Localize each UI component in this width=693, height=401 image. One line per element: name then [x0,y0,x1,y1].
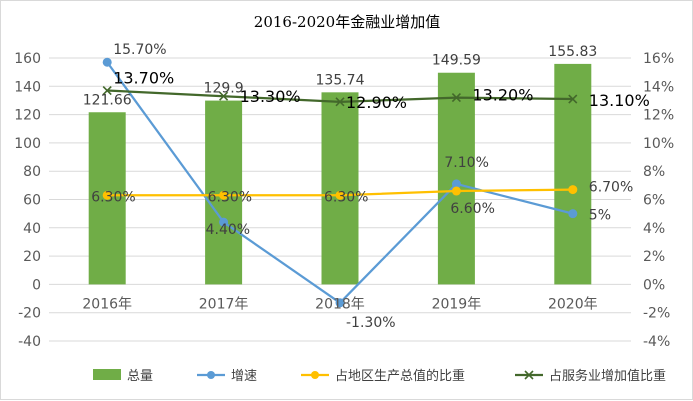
line-value-label: 13.30% [240,87,301,106]
bar-value-label: 149.59 [432,53,481,69]
line-value-label: -1.30% [346,315,396,331]
x-tick-label: 2018年 [315,296,365,312]
legend-marker [207,371,215,379]
x-tick-label: 2020年 [548,296,598,312]
line-layer [102,57,578,308]
line-value-label: 13.20% [472,86,533,105]
legend-marker [524,370,534,380]
y-right-tick-label: -2% [643,306,670,322]
bar-value-label: 129.9 [204,81,244,97]
line-marker [568,94,578,104]
line-marker [568,209,578,219]
y-right-tick-label: 2% [643,249,665,265]
line-marker [335,97,345,107]
line-marker [568,185,578,195]
line-value-label: 13.70% [113,69,174,88]
y-left-tick-label: 80 [23,164,41,180]
y-left-tick-label: -40 [18,334,41,350]
y-left-tick-label: 120 [14,108,41,124]
y-right-tick-label: 16% [643,51,674,67]
label-layer: 121.66 129.9 135.74 149.59 155.83 15.70% 4.40%… [83,42,650,331]
line-marker [219,217,229,227]
line-marker [335,190,345,200]
legend-label: 总量 [127,369,153,384]
line-marker [219,190,229,200]
bar-value-label: 135.74 [316,72,365,88]
x-tick-label: 2017年 [199,296,249,312]
line-value-label: 12.90% [346,93,407,112]
line-value-label: 7.10% [444,155,488,171]
legend-label: 占服务业增加值比重 [549,368,666,384]
line-value-label: 4.40% [206,222,250,238]
line-marker [102,57,112,67]
y-left-tick-label: 140 [14,79,41,95]
line-value-label: 6.30% [324,189,368,205]
y-right-tick-label: 8% [643,164,665,180]
line-marker [451,179,461,189]
y-left-tick-label: 160 [14,51,41,67]
bar-total [321,92,359,285]
y-left-tick-label: 20 [23,249,41,265]
y-right-tick-label: 10% [643,136,674,152]
line-value-label: 6.30% [208,189,252,205]
y-right-tick-label: 4% [643,221,665,237]
line-value-label: 6.70% [589,180,633,196]
y-right-tick-label: 14% [643,79,674,95]
bar-value-label: 121.66 [83,92,132,108]
line-marker [451,186,461,196]
y-left-tick-label: -20 [18,306,41,322]
y-left-tick-label: 0 [32,277,41,293]
legend-marker [311,371,319,379]
y-left-tick-label: 60 [23,193,41,209]
line-value-label: 15.70% [113,42,166,58]
x-tick-label: 2016年 [82,296,132,312]
y-right-tick-label: 6% [643,193,665,209]
y-left-tick-label: 100 [14,136,41,152]
line-marker [451,93,461,103]
legend-swatch [93,369,121,380]
line-value-label: 13.10% [589,91,650,110]
line-marker [219,91,229,101]
bar-value-label: 155.83 [548,44,597,60]
legend-label: 占地区生产总值的比重 [335,368,465,384]
y-right-tick-label: 0% [643,277,665,293]
line-value-label: 6.60% [450,201,494,217]
line-value-label: 5% [589,208,611,224]
bar-total [437,72,475,285]
axis-layer: -40 -20 0 20 40 60 80 100 120 140 160 -4% -2% 0% 2% 4% 6… [14,51,674,350]
line-marker [102,85,112,96]
line-marker [102,190,112,200]
y-left-tick-label: 40 [23,221,41,237]
legend-label: 增速 [231,369,257,384]
line-value-label: 6.30% [91,189,135,205]
bar-total [554,63,592,285]
y-right-tick-label: 12% [643,108,674,124]
y-right-tick-label: -4% [643,334,670,350]
x-tick-label: 2019年 [432,296,482,312]
legend-layer: 总量 增速 占地区生产总值的比重 占服务业增加值比重 [93,368,666,384]
chart-title: 2016-2020年金融业增加值 [254,13,440,31]
line-marker [335,298,345,308]
